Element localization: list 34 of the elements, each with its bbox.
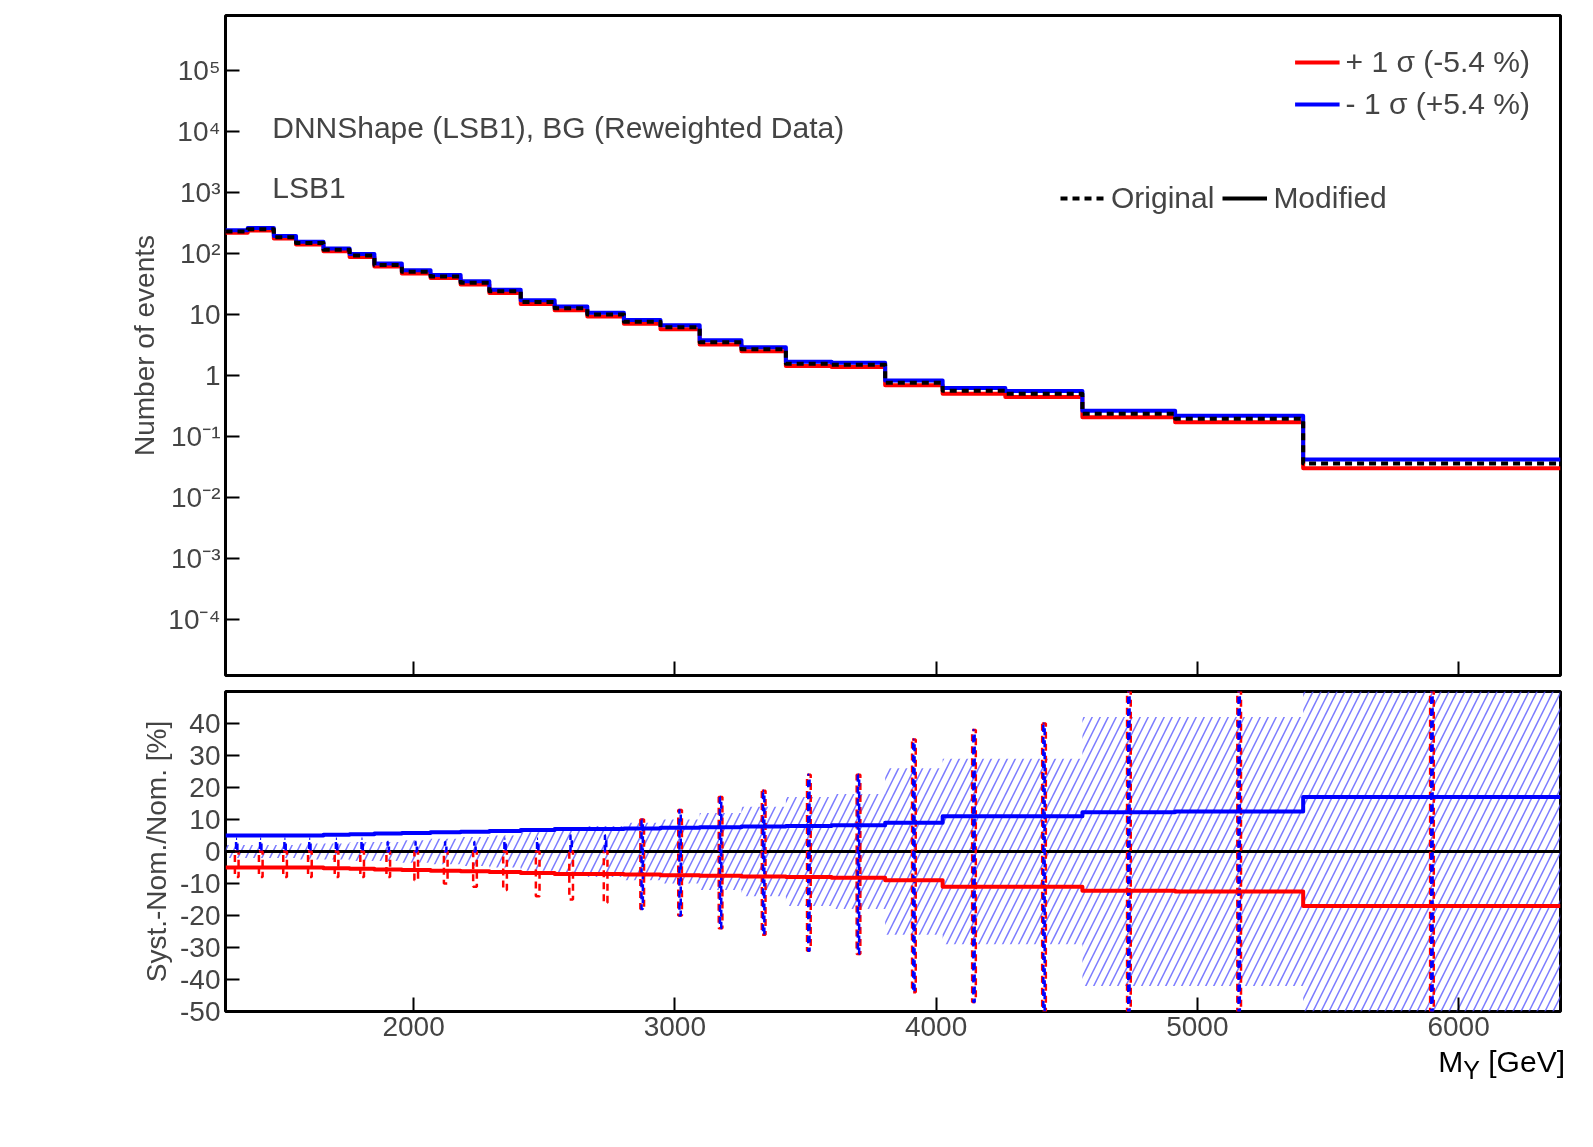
legend-label: Original bbox=[1111, 181, 1215, 215]
y-tick-label: -10 bbox=[180, 868, 221, 899]
annotation: LSB1 bbox=[272, 170, 346, 204]
y-tick-label: -30 bbox=[180, 932, 221, 963]
y-axis-title: Number of events bbox=[129, 235, 161, 456]
y-axis-title: Syst.-Nom./Nom. [%] bbox=[141, 720, 173, 983]
x-tick-label: 2000 bbox=[382, 1010, 445, 1042]
y-tick-label: -40 bbox=[180, 964, 221, 995]
annotation: Modified bbox=[1273, 181, 1387, 215]
x-tick-label: 6000 bbox=[1427, 1010, 1490, 1042]
y-tick-label: 1 bbox=[204, 359, 221, 391]
y-tick-label: 10 bbox=[189, 298, 221, 330]
y-tick-label: 10³ bbox=[180, 177, 221, 209]
y-tick-label: 10⁻³ bbox=[171, 542, 221, 574]
x-axis-title: M$_{Y}$ [GeV] bbox=[1438, 1044, 1565, 1086]
y-tick-label: 10⁻¹ bbox=[171, 420, 221, 452]
y-tick-label: 10⁵ bbox=[177, 55, 221, 87]
y-tick-label: -20 bbox=[180, 900, 221, 931]
x-tick-label: 5000 bbox=[1166, 1010, 1229, 1042]
y-tick-label: 10⁻⁴ bbox=[168, 603, 221, 635]
y-tick-label: 10 bbox=[189, 804, 221, 835]
y-tick-label: 10⁴ bbox=[177, 116, 221, 148]
y-tick-label: 10⁻² bbox=[171, 481, 221, 513]
x-tick-label: 4000 bbox=[904, 1010, 968, 1042]
legend-label: - 1 σ (+5.4 %) bbox=[1345, 87, 1530, 121]
y-tick-label: 40 bbox=[189, 708, 221, 739]
y-tick-label: 0 bbox=[204, 836, 221, 867]
x-tick-label: 3000 bbox=[643, 1010, 707, 1042]
y-tick-label: -50 bbox=[180, 996, 221, 1027]
y-tick-label: 30 bbox=[189, 740, 221, 771]
y-tick-label: 20 bbox=[189, 772, 221, 803]
legend-label: + 1 σ (-5.4 %) bbox=[1345, 45, 1530, 79]
annotation: DNNShape (LSB1), BG (Reweighted Data) bbox=[272, 111, 845, 145]
y-tick-label: 10² bbox=[180, 238, 221, 269]
